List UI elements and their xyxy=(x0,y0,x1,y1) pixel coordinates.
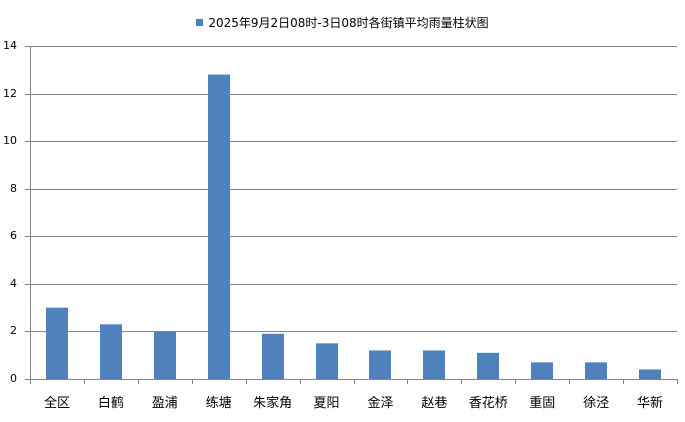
chart-legend: 2025年9月2日08时-3日08时各街镇平均雨量柱状图 xyxy=(0,14,685,31)
x-tick-label: 重固 xyxy=(529,396,556,411)
y-tick-label: 14 xyxy=(3,39,17,52)
x-tick-label: 香花桥 xyxy=(468,396,508,411)
y-tick-label: 8 xyxy=(10,181,17,195)
x-tick-label: 赵巷 xyxy=(421,396,448,411)
x-tick-label: 华新 xyxy=(637,396,664,411)
y-tick-label: 10 xyxy=(3,134,17,148)
bar xyxy=(154,331,176,379)
bar xyxy=(100,324,122,379)
y-tick-label: 6 xyxy=(10,229,17,243)
legend-label: 2025年9月2日08时-3日08时各街镇平均雨量柱状图 xyxy=(208,16,489,30)
y-tick-label: 0 xyxy=(10,372,17,385)
bar xyxy=(423,350,445,379)
bar xyxy=(639,369,661,379)
bar xyxy=(585,362,607,379)
x-tick-label: 练塘 xyxy=(205,396,232,411)
x-tick-label: 盈浦 xyxy=(151,396,178,411)
bar xyxy=(477,352,499,379)
bar xyxy=(262,333,284,379)
legend-swatch xyxy=(196,19,204,26)
bar xyxy=(531,362,553,379)
y-tick-label: 4 xyxy=(10,276,17,290)
bar xyxy=(46,307,68,379)
x-tick-label: 夏阳 xyxy=(313,396,340,411)
x-tick-label: 白鹤 xyxy=(97,396,124,411)
x-tick-label: 全区 xyxy=(43,396,70,411)
bar xyxy=(208,74,230,380)
bar xyxy=(369,350,391,379)
y-tick-label: 12 xyxy=(3,86,17,100)
x-tick-label: 徐泾 xyxy=(583,396,610,411)
bar xyxy=(316,343,338,379)
y-tick-label: 2 xyxy=(10,324,17,338)
x-tick-label: 金泽 xyxy=(367,396,394,411)
x-tick-label: 朱家角 xyxy=(253,396,293,411)
